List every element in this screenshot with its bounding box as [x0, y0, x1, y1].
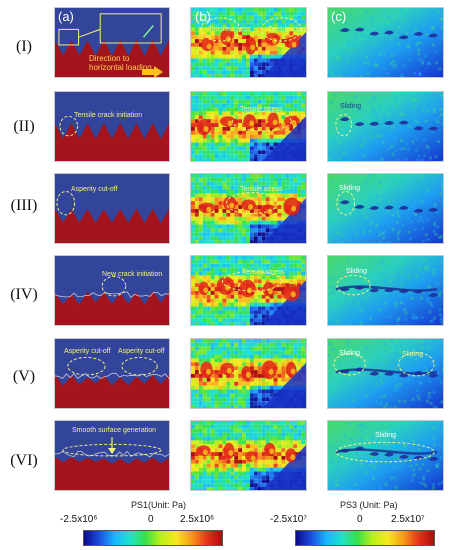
ps3-stress-image — [328, 174, 443, 243]
annotation-tensile-stress-2: Tensile stress — [240, 106, 283, 113]
panel-row5-colb — [190, 338, 307, 409]
ps1-min-label: -2.5x10⁶ — [60, 514, 98, 525]
rock-model-image — [55, 92, 169, 161]
annotation-sliding-5a: Sliding — [339, 350, 361, 357]
ps1-stress-image — [191, 8, 306, 77]
annotation-tensile-stress-3: Tensile stress — [240, 186, 283, 193]
panel-row2-colc — [327, 91, 444, 162]
row-label-3: (III) — [10, 197, 38, 214]
ps1-colorbar-title: PS1(Unit: Pa) — [131, 500, 187, 510]
annotation-sliding-3: Sliding — [339, 185, 361, 192]
annotation-tensile-stress-1a: Tensile stress — [208, 26, 251, 33]
annotation-sliding-5b: Sliding — [402, 351, 424, 358]
row-label-4: (IV) — [10, 286, 38, 303]
panel-row6-cola — [54, 420, 170, 491]
annotation-asperity-cutoff-3: Asperity cut-off — [71, 186, 118, 193]
annotation-asperity-cutoff-5a: Asperity cut-off — [64, 348, 111, 355]
ps3-stress-image — [328, 339, 443, 408]
annotation-asperity-cutoff-5b: Asperity cut-off — [118, 348, 165, 355]
ps1-stress-image — [191, 256, 306, 325]
ps3-stress-image — [328, 92, 443, 161]
panel-row5-cola — [54, 338, 170, 409]
ps3-colorbar-title: PS3 (Unit: Pa) — [340, 500, 398, 510]
panel-row1-cola — [54, 7, 170, 78]
row-label-2: (II) — [13, 118, 35, 135]
ps1-mid-label: 0 — [148, 514, 154, 525]
panel-row2-cola — [54, 91, 170, 162]
ps3-stress-image — [328, 8, 443, 77]
annotation-tensile-stress-4: Tensile stress — [242, 269, 285, 276]
ps1-stress-image — [191, 92, 306, 161]
panel-row6-colb — [190, 420, 307, 491]
row-label-1: (I) — [16, 38, 32, 55]
ps3-stress-image — [328, 421, 443, 490]
ps3-max-label: 2.5x10⁷ — [391, 514, 425, 525]
ps3-min-label: -2.5x10⁷ — [270, 514, 307, 525]
annotation-tensile-crack: Tensile crack initiation — [74, 112, 143, 119]
ps1-max-label: 2.5x10⁶ — [180, 514, 215, 525]
rock-model-image — [55, 339, 169, 408]
annotation-smooth-surface: Smooth surface generation — [72, 427, 157, 434]
panel-row3-colc — [327, 173, 444, 244]
smooth-surface-arrow — [108, 437, 116, 454]
rock-model-image — [55, 256, 169, 325]
direction-label: Direction to horizontal loading — [89, 54, 152, 72]
rock-model-image — [55, 174, 169, 243]
column-label-a: (a) — [58, 9, 74, 24]
panel-row6-colc — [327, 420, 444, 491]
panel-row5-colc — [327, 338, 444, 409]
ps3-colorbar — [295, 530, 435, 546]
rock-model-image — [55, 8, 169, 77]
panel-row4-colb — [190, 255, 307, 326]
ps1-stress-image — [191, 339, 306, 408]
ps1-colorbar — [83, 530, 223, 546]
panel-row4-colc — [327, 255, 444, 326]
annotation-sliding-6: Sliding — [375, 432, 397, 439]
direction-arrow — [142, 66, 163, 78]
annotation-new-crack: New crack initiation — [102, 271, 163, 278]
column-label-b: (b) — [195, 9, 211, 24]
ps3-mid-label: 0 — [357, 514, 363, 525]
ps1-stress-image — [191, 421, 306, 490]
column-label-c: (c) — [331, 9, 347, 24]
panel-row2-colb — [190, 91, 307, 162]
ps3-stress-image — [328, 256, 443, 325]
panel-row1-colb — [190, 7, 307, 78]
row-label-6: (VI) — [10, 452, 38, 469]
ps1-stress-image — [191, 174, 306, 243]
annotation-sliding-4: Sliding — [346, 268, 368, 275]
annotation-sliding-2: Sliding — [340, 103, 362, 110]
panel-row1-colc — [327, 7, 444, 78]
row-label-5: (V) — [12, 368, 36, 385]
panel-row3-colb — [190, 173, 307, 244]
panel-row3-cola — [54, 173, 170, 244]
rock-model-image — [55, 421, 169, 490]
panel-row4-cola — [54, 255, 170, 326]
annotation-tensile-stress-1b: Tensile stress — [268, 26, 311, 33]
